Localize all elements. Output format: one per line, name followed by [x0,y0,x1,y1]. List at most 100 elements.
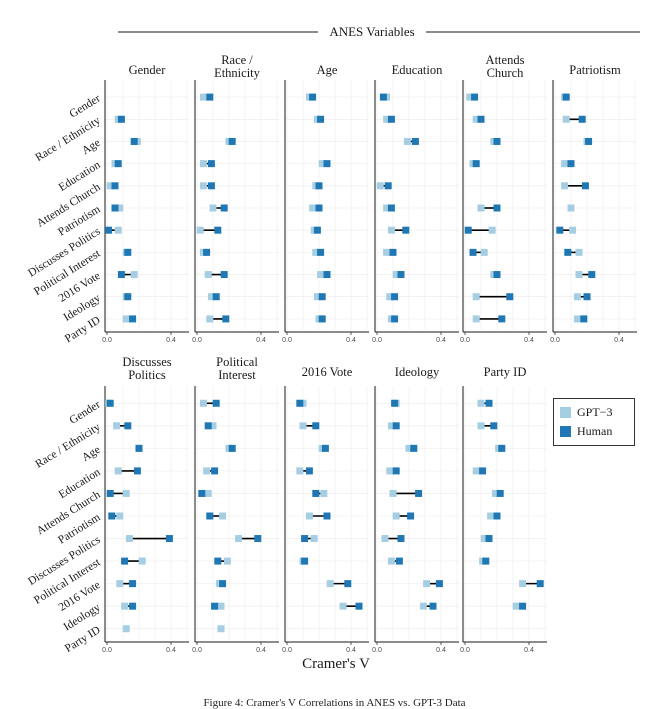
x-tick-label: 0.0 [282,337,292,344]
point-gpt3 [383,248,391,256]
point-human [312,422,320,430]
point-gpt3 [387,422,395,430]
point-human [129,315,137,323]
point-human [564,248,572,256]
point-gpt3 [488,226,496,234]
point-human [124,422,132,430]
point-gpt3 [318,160,326,168]
x-tick-label: 0.0 [192,647,202,654]
point-human [493,137,501,145]
point-human [117,115,125,123]
point-gpt3 [392,512,400,520]
point-gpt3 [477,399,485,407]
point-gpt3 [392,271,400,279]
point-gpt3 [138,557,146,565]
point-human [105,226,113,234]
point-human [407,512,415,520]
point-human [493,271,501,279]
panel-title: Political [216,355,258,369]
point-human [254,535,262,543]
point-gpt3 [480,248,488,256]
point-gpt3 [575,271,583,279]
point-gpt3 [122,625,130,633]
point-gpt3 [116,580,124,588]
point-gpt3 [116,512,124,520]
point-gpt3 [562,115,570,123]
point-gpt3 [299,422,307,430]
point-human [228,137,236,145]
point-human [211,467,219,475]
panel-title: Gender [129,63,167,77]
panel-title: Race / [221,53,253,67]
point-gpt3 [423,580,431,588]
point-gpt3 [130,271,138,279]
point-gpt3 [209,422,217,430]
point-gpt3 [114,467,122,475]
x-tick-label: 0.4 [614,337,624,344]
point-human [317,115,325,123]
point-gpt3 [561,182,569,190]
legend-swatch-human [560,425,571,437]
point-human [562,93,570,101]
point-gpt3 [209,204,217,212]
panel-title: Politics [128,368,166,382]
panel-title: Church [487,66,525,80]
point-human [397,271,405,279]
point-human [317,248,325,256]
point-human [391,399,399,407]
point-human [312,489,320,497]
panel-title: Ethnicity [214,66,261,80]
point-human [114,160,122,168]
point-gpt3 [219,512,227,520]
point-gpt3 [405,444,413,452]
point-gpt3 [204,271,212,279]
point-gpt3 [512,602,520,610]
panel-title: Age [317,63,338,77]
row-label-age: Age [80,137,103,157]
point-human [124,293,132,301]
point-human [435,580,443,588]
point-gpt3 [383,115,391,123]
point-human [506,293,514,301]
point-human [129,602,137,610]
point-human [204,422,212,430]
point-human [519,602,527,610]
point-human [355,602,363,610]
point-human [493,204,501,212]
point-gpt3 [235,535,243,543]
point-human [493,512,501,520]
point-human [580,315,588,323]
point-gpt3 [199,182,207,190]
point-human [496,489,504,497]
point-gpt3 [296,467,304,475]
point-human [219,580,227,588]
point-human [212,293,220,301]
panel-2016-vote: 2016 Vote 0.0 0.4 [282,365,369,654]
x-tick-label: 0.0 [192,337,202,344]
x-axis-title: Cramer's V [302,656,370,672]
point-human [344,580,352,588]
x-tick-label: 0.0 [372,337,382,344]
point-human [472,160,480,168]
legend-swatch-gpt3 [560,406,571,418]
super-title: ANES Variables [329,24,414,39]
point-human [395,557,403,565]
point-human [212,399,220,407]
point-human [106,399,114,407]
point-human [391,315,399,323]
point-human [588,271,596,279]
point-gpt3 [116,204,124,212]
panel-title: Interest [218,368,256,382]
panel-ideology: Ideology 0.0 0.4 [372,365,459,654]
point-human [429,602,437,610]
point-gpt3 [472,467,480,475]
point-gpt3 [113,422,121,430]
point-human [411,137,419,145]
x-tick-label: 0.0 [102,647,112,654]
point-human [485,535,493,543]
point-gpt3 [387,226,395,234]
point-gpt3 [386,293,394,301]
